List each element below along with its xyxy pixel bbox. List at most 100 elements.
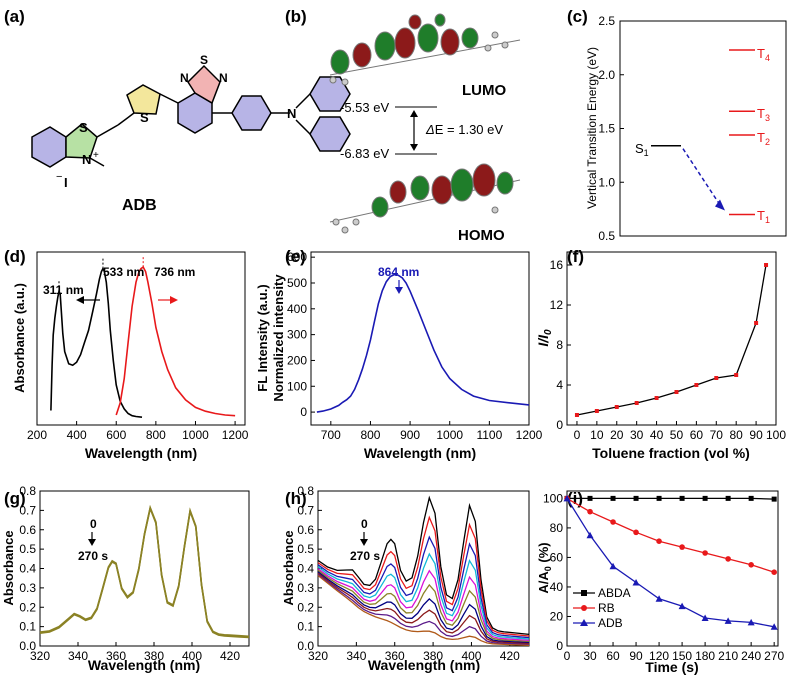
- series-line-h-90s: [317, 552, 530, 640]
- f-xtick-label-6: 60: [690, 428, 704, 442]
- point-i-adb-0: [563, 494, 571, 502]
- series-line-h-60s: [317, 535, 530, 639]
- gap-delta: Δ: [425, 122, 435, 137]
- x-axis-label-h: Wavelength (nm): [368, 657, 480, 673]
- panel-label-c: (c): [567, 7, 588, 26]
- atom-n2: N: [180, 71, 189, 85]
- point-i-rb-9: [771, 569, 777, 575]
- lumo-label: LUMO: [462, 82, 506, 99]
- thiazolium-ring: [65, 123, 98, 159]
- i-xtick-label-0: 0: [564, 649, 571, 663]
- e-ytick-label-2: 200: [287, 353, 307, 367]
- bond-n-ph-bottom: [295, 119, 311, 135]
- i-ytick-label-3: 60: [550, 550, 564, 564]
- t1-label: T1: [757, 208, 770, 225]
- t2-sub: 2: [765, 137, 770, 147]
- point-i-rb-5: [679, 544, 685, 550]
- ticks-h: 320 340 360 380 400 420 0.0 0.1 0.2 0.3 0.4 0.5 0.6 0…: [297, 484, 520, 663]
- h-ytick-label-7: 0.7: [297, 503, 314, 517]
- f-ytick-label-4: 16: [550, 258, 564, 272]
- point-i-abda-8: [748, 495, 754, 501]
- point-i-abda-9: [771, 496, 777, 502]
- i-ytick-label-1: 20: [550, 609, 564, 623]
- g-xtick-label-3: 380: [144, 649, 164, 663]
- time-arrow-g: [88, 532, 96, 546]
- atom-iodide: I: [64, 175, 68, 190]
- point-i-abda-7: [725, 495, 731, 501]
- peak-label-311: 311 nm: [43, 283, 84, 297]
- f-xtick-label-10: 100: [766, 428, 786, 442]
- x-axis-label-d: Wavelength (nm): [85, 445, 197, 461]
- g-ytick-label-8: 0.8: [19, 484, 36, 498]
- series-line-h-0s: [317, 495, 530, 636]
- point-i-abda-5: [679, 495, 685, 501]
- arrow-top-g: 0: [90, 517, 97, 531]
- h-ytick-label-6: 0.6: [297, 523, 314, 537]
- point-i-abda-2: [610, 495, 616, 501]
- y-axis-label-g: Absorbance: [1, 530, 16, 605]
- atom-s1: S: [79, 120, 88, 135]
- s1-label: S1: [635, 141, 649, 158]
- g-ytick-label-1: 0.1: [19, 620, 36, 634]
- i-ytick-label-0: 0: [556, 639, 563, 653]
- atom-minus: −: [56, 171, 62, 183]
- point-i-abda-3: [633, 495, 639, 501]
- y-axis-label-c: Vertical Transition Energy (eV): [585, 47, 599, 209]
- e-xtick-label-1: 800: [360, 428, 380, 442]
- point-f-7: [714, 376, 719, 380]
- series-line-h-120s: [317, 568, 530, 642]
- arrow-bottom-h: 270 s: [350, 549, 380, 563]
- btd-thiadiazole: [187, 64, 221, 105]
- ticks-i: 0 30 60 90 120 150 180 210 240 270 0 20 40 60 80 100: [543, 491, 785, 663]
- series-d: [50, 255, 236, 418]
- i-xtick-label-7: 210: [718, 649, 738, 663]
- e-ytick-label-1: 100: [287, 379, 307, 393]
- d-xtick-label-4: 1000: [182, 428, 209, 442]
- i-xtick-label-4: 120: [649, 649, 669, 663]
- i-xtick-label-1: 30: [583, 649, 597, 663]
- t3-sub: 3: [765, 113, 770, 123]
- point-i-adb-2: [609, 562, 617, 570]
- series-line-h-30s: [317, 515, 530, 637]
- y-axis-label-f: I/I0: [535, 329, 554, 347]
- panel-d: (d) Absorbance (a.u.) Wavelength (nm) 20…: [4, 247, 249, 461]
- d-xtick-label-2: 600: [106, 428, 126, 442]
- panel-label-d: (d): [4, 247, 26, 266]
- d-xtick-label-0: 200: [27, 428, 47, 442]
- e-ytick-label-4: 400: [287, 302, 307, 316]
- vinyl-bond-2: [117, 112, 135, 126]
- f-xtick-label-4: 40: [650, 428, 664, 442]
- panel-b: (b) LUMO -5.53 eV -6.83 eV ΔE = 1.30 eV: [285, 7, 521, 244]
- series-e: [316, 273, 530, 413]
- f-xtick-label-0: 0: [574, 428, 581, 442]
- t1-main: T: [757, 208, 765, 223]
- x-axis-label-i: Time (s): [645, 659, 698, 675]
- point-i-adb-9: [770, 623, 778, 630]
- arrow-top-h: 0: [361, 517, 368, 531]
- t2-label: T2: [757, 130, 770, 147]
- g-xtick-label-0: 320: [30, 649, 50, 663]
- series-g: [39, 504, 250, 639]
- point-i-rb-6: [702, 550, 708, 556]
- g-ytick-label-4: 0.4: [19, 562, 36, 576]
- series-line-h-210s: [317, 572, 530, 645]
- e-xtick-label-2: 900: [400, 428, 420, 442]
- i-xtick-label-8: 240: [741, 649, 761, 663]
- adb-structure: [31, 64, 351, 168]
- peak-label-533: 533 nm: [103, 265, 144, 279]
- h-ytick-label-3: 0.3: [297, 581, 314, 595]
- f-ytick-label-1: 4: [556, 378, 563, 392]
- point-f-3: [634, 401, 639, 405]
- axes-frame-e: [310, 251, 530, 426]
- point-i-rb-4: [656, 538, 662, 544]
- x-axis-label-f: Toluene fraction (vol %): [592, 445, 750, 461]
- y-axis-label-i: A/A0 (%): [536, 542, 553, 593]
- s1-sub: 1: [644, 148, 649, 158]
- point-i-abda-1: [587, 495, 593, 501]
- h-xtick-label-2: 360: [385, 649, 405, 663]
- i-ytick-label-5: 100: [543, 491, 563, 505]
- series-line-i-adb: [566, 498, 775, 628]
- panel-h: (h) Absorbance Wavelength (nm) 320 340 360…: [281, 484, 530, 673]
- e-ytick-label-0: 0: [300, 405, 307, 419]
- energy-gap: ΔE = 1.30 eV: [425, 122, 503, 137]
